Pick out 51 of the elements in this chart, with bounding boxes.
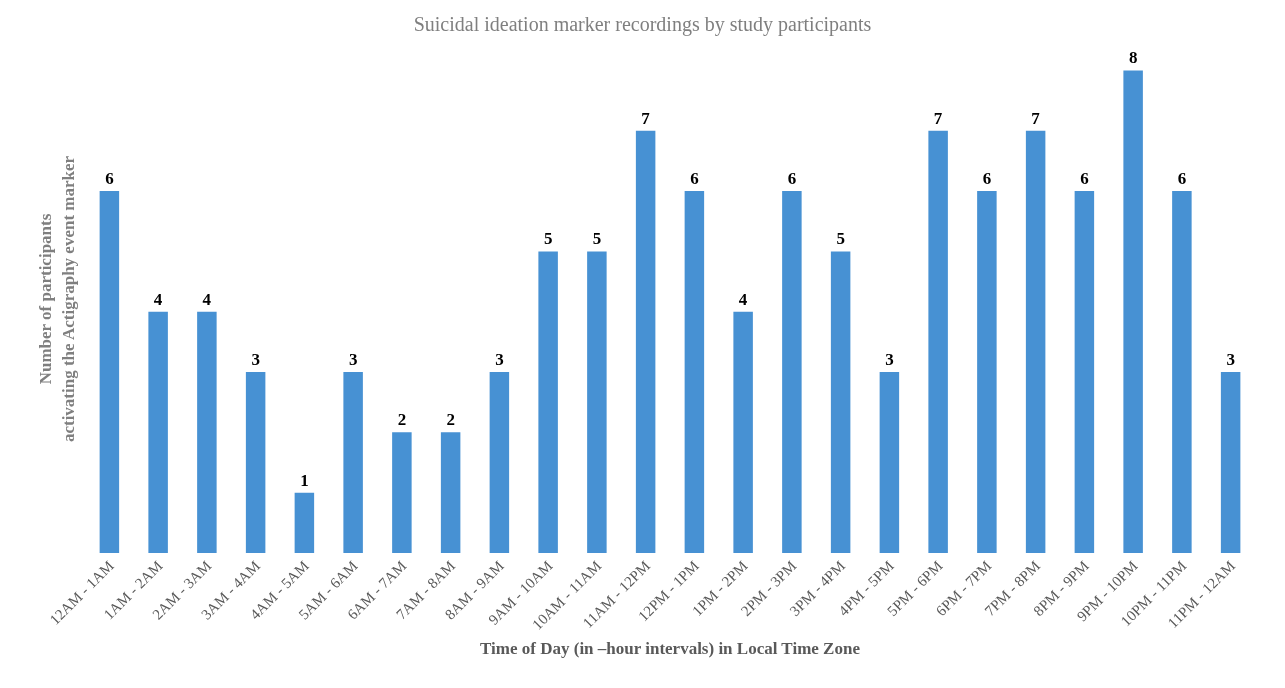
- bar: [587, 251, 607, 553]
- bar: [830, 251, 851, 553]
- bar: [977, 191, 997, 553]
- bar: [684, 191, 705, 553]
- data-label: 8: [1128, 48, 1138, 68]
- data-label: 6: [1177, 169, 1187, 189]
- data-label: 2: [446, 410, 455, 430]
- bar: [928, 130, 948, 553]
- y-axis-title: Number of participants activating the Actigraphy event marker: [36, 155, 78, 443]
- bar: [1025, 130, 1046, 553]
- bar: [99, 191, 120, 553]
- bar: [343, 372, 363, 553]
- data-label: 6: [690, 169, 699, 189]
- data-label: 1: [300, 470, 309, 490]
- bar: [489, 372, 510, 553]
- bar: [392, 432, 412, 553]
- data-label: 2: [397, 410, 407, 430]
- bar: [635, 130, 656, 553]
- bar: [538, 251, 558, 553]
- bar: [245, 372, 266, 553]
- data-label: 3: [251, 350, 260, 370]
- x-axis-title: Time of Day (in –hour intervals) in Local Time Zone: [480, 639, 861, 659]
- bar: [1074, 191, 1095, 553]
- data-label: 4: [153, 289, 163, 309]
- data-label: 3: [1226, 350, 1235, 370]
- data-label: 5: [543, 229, 553, 249]
- data-label: 7: [933, 108, 943, 128]
- bar: [782, 191, 802, 553]
- bar: [733, 311, 753, 553]
- data-label: 3: [885, 350, 894, 370]
- data-label: 5: [836, 229, 845, 249]
- data-label: 7: [1031, 108, 1041, 128]
- bar: [879, 372, 900, 553]
- data-label: 3: [348, 350, 358, 370]
- chart-title: Suicidal ideation marker recordings by study participants: [413, 13, 872, 37]
- data-label: 6: [1080, 169, 1089, 189]
- data-label: 4: [738, 289, 748, 309]
- data-label: 5: [592, 229, 602, 249]
- bar: [1123, 70, 1143, 553]
- bar: [440, 432, 461, 553]
- data-label: 3: [495, 350, 504, 370]
- data-label: 4: [202, 289, 212, 309]
- data-label: 6: [787, 169, 797, 189]
- bar: [1172, 191, 1192, 553]
- bar: [197, 311, 217, 553]
- data-label: 7: [641, 108, 651, 128]
- bar: [1220, 372, 1241, 553]
- bar: [148, 311, 168, 553]
- bar: [294, 492, 315, 553]
- data-label: 6: [105, 169, 114, 189]
- data-label: 6: [982, 169, 992, 189]
